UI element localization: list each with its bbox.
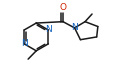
Text: O: O xyxy=(60,3,67,12)
Text: N: N xyxy=(71,23,78,32)
Text: N: N xyxy=(45,25,52,34)
Text: N: N xyxy=(21,39,28,48)
